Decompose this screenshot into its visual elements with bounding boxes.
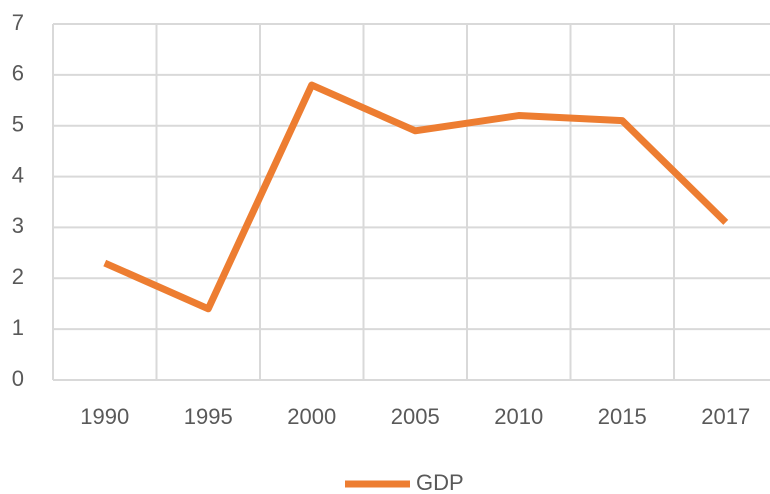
y-tick-label: 1 [12,315,24,340]
x-tick-label: 2005 [391,404,440,429]
x-tick-label: 2000 [287,404,336,429]
x-tick-label: 2015 [598,404,647,429]
y-tick-label: 4 [12,162,24,187]
data-line [103,81,729,313]
y-tick-label: 0 [12,366,24,391]
legend-label: GDP [416,470,464,494]
y-tick-label: 5 [12,112,24,137]
y-tick-label: 2 [12,264,24,289]
y-tick-label: 3 [12,213,24,238]
x-tick-label: 2010 [494,404,543,429]
x-tick-label: 2017 [701,404,750,429]
x-tick-label: 1995 [184,404,233,429]
y-tick-label: 7 [12,10,24,35]
y-tick-label: 6 [12,61,24,86]
x-tick-label: 1990 [80,404,129,429]
